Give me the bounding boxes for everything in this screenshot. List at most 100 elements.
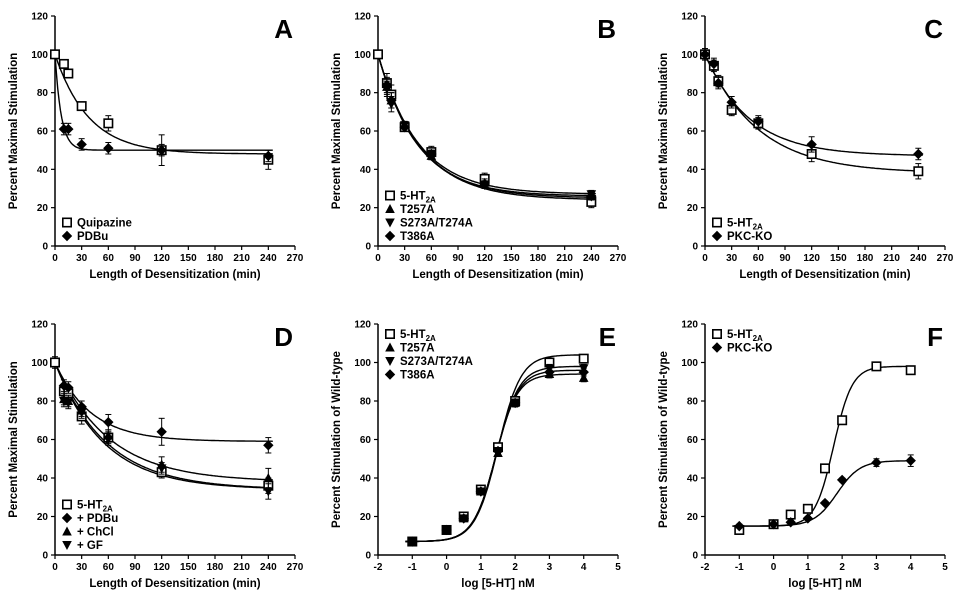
x-tick-label: 120 [803,253,820,264]
x-tick-label: 60 [103,562,115,573]
panel-d: 0 30 60 90 120 150 180 210 240 270 0 20 40 60 80 100 120… [8,320,304,591]
legend-label-subscript: 2A [426,334,436,343]
x-tick-label: 0 [52,562,58,573]
y-tick-label: 0 [692,242,698,253]
y-tick-label: 20 [360,203,372,214]
data-point [708,58,720,70]
panel-e: -2 -1 0 1 2 3 4 5 0 20 40 60 80 100 120 log [5-HT] nM Pe… [331,320,621,591]
x-tick-label: 150 [180,562,197,573]
x-tick-label: 180 [857,253,874,264]
x-tick-label: 240 [910,253,927,264]
data-point [713,77,724,89]
x-tick-label: 0 [375,253,381,264]
x-tick-label: 5 [615,562,621,573]
x-tick-label: 2 [512,562,518,573]
x-tick-label: 120 [153,562,170,573]
legend-label-name: 5-HT [77,500,103,512]
data-point [58,58,69,69]
data-point [103,118,114,129]
data-point [802,513,814,524]
curve-1 [704,54,923,156]
data-point [819,463,830,474]
y-axis-title: Percent Maximal Stimulation [658,53,670,210]
y-tick-label: 120 [31,320,48,331]
data-point [913,166,924,177]
x-axis-title: log [5-HT] nM [788,578,861,590]
data-point [699,49,711,60]
panel-f: -2 -1 0 1 2 3 4 5 0 20 40 60 80 100 120 log [5-HT] nM Pe… [658,320,948,591]
legend-label: Quipazine [77,218,132,230]
x-axis-title: Length of Desensitization (min) [89,578,260,590]
x-axis-title: Length of Desensitization (min) [412,269,583,281]
legend-marker [61,217,72,228]
legend-label: + ChCl [77,527,114,539]
y-tick-label: 120 [681,320,698,331]
legend-label: T257A [400,204,435,216]
y-tick-label: 80 [360,88,372,99]
data-point [263,473,274,482]
y-tick-label: 80 [37,397,49,408]
data-point [544,366,555,378]
legend-label-name: PKC-KO [727,343,772,355]
y-axis-title: Percent Maximal Stimulation [8,361,20,518]
legend-label: T257A [400,343,435,355]
legend-label: S273A/T274A [400,218,473,230]
legend-marker [61,230,73,242]
y-axis-title: Percent Maximal Stimulation [331,53,343,210]
y-tick-label: 60 [37,435,49,446]
x-tick-label: 5 [942,562,948,573]
data-point [63,398,74,408]
x-tick-label: 210 [233,253,250,264]
y-tick-label: 0 [42,242,48,253]
data-point [381,79,393,91]
data-point [156,144,167,156]
panel-letter: B [597,14,616,44]
x-tick-label: 270 [287,253,304,264]
legend-label-name: PDBu [77,231,108,243]
legend-marker [385,342,395,352]
legend-label-name: + PDBu [77,513,118,525]
data-point [479,179,490,190]
x-tick-label: 240 [260,562,277,573]
x-tick-label: 0 [702,253,708,264]
y-tick-label: 120 [681,12,698,23]
x-tick-label: 30 [76,562,88,573]
curve-3 [405,369,586,543]
legend-marker [384,369,396,380]
legend-marker [711,342,723,353]
y-tick-label: 40 [687,474,699,485]
x-tick-label: 240 [583,253,600,264]
data-point [103,143,114,154]
panel-b: 0 30 60 90 120 150 180 210 240 270 0 20 40 60 80 100 120… [331,12,627,282]
x-tick-label: 180 [530,253,547,264]
data-point [76,139,87,150]
x-tick-label: 210 [233,562,250,573]
legend-label-name: PKC-KO [727,231,772,243]
x-tick-label: -2 [701,562,710,573]
data-point [458,513,469,524]
legend-label: 5-HT2A [77,500,113,514]
legend-marker [385,218,395,228]
curve-1 [732,460,913,527]
data-point [806,139,817,150]
legend-marker [62,541,72,550]
y-tick-label: 20 [37,512,49,523]
x-tick-label: 30 [76,253,88,264]
x-tick-label: 1 [805,562,811,573]
data-point [441,524,452,536]
data-point [734,520,745,532]
x-tick-label: 150 [830,253,847,264]
y-tick-label: 60 [687,435,699,446]
y-tick-label: 80 [687,88,699,99]
series-3 [407,366,589,547]
data-point [768,519,779,530]
series-0 [699,48,924,180]
y-tick-label: 20 [687,203,699,214]
legend: 5-HT2A+ PDBu + ChCl+ GF [61,499,118,552]
x-tick-label: 150 [503,253,520,264]
y-tick-label: 80 [360,397,372,408]
x-tick-label: 210 [556,253,573,264]
data-point [263,487,274,497]
legend-label-name: 5-HT [400,191,426,203]
legend-marker [61,512,73,524]
